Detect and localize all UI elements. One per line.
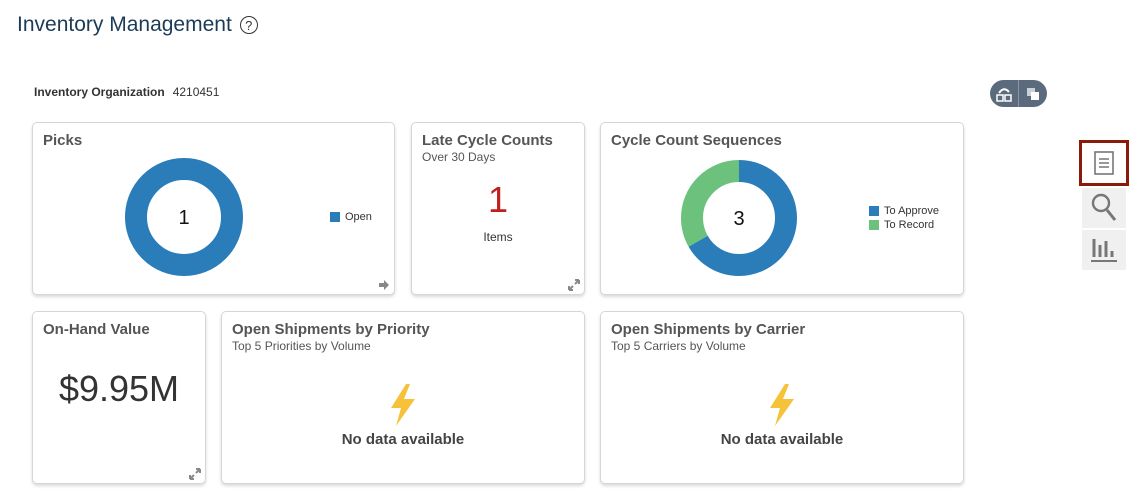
no-data-message: No data available: [341, 431, 465, 448]
legend-label: To Approve: [884, 205, 940, 217]
bar-chart-icon: [1091, 239, 1117, 262]
view-toolbar: [990, 80, 1047, 107]
picks-card[interactable]: Picks 1 Open: [32, 122, 395, 295]
org-value[interactable]: 4210451: [172, 85, 220, 99]
document-icon: [1094, 151, 1114, 175]
legend-item[interactable]: Open: [330, 211, 372, 223]
analytics-panel-button[interactable]: [1082, 230, 1126, 270]
inventory-organization: Inventory Organization 4210451: [34, 85, 219, 99]
card-subtitle: Top 5 Priorities by Volume: [232, 339, 371, 353]
expand-icon[interactable]: [568, 279, 580, 291]
swap-icon: [996, 87, 1012, 102]
legend-item[interactable]: To Approve: [869, 205, 939, 217]
late-count-unit: Items: [483, 230, 513, 244]
picks-donut-chart[interactable]: 1: [125, 158, 243, 276]
on-hand-value[interactable]: $9.95M: [58, 368, 180, 409]
legend-swatch: [869, 206, 879, 216]
search-panel-button[interactable]: [1082, 188, 1126, 228]
copy-view-button[interactable]: [1019, 80, 1047, 107]
details-panel-button[interactable]: [1079, 140, 1129, 186]
search-icon: [1091, 193, 1117, 221]
card-title: Late Cycle Counts: [422, 132, 553, 149]
late-count-value[interactable]: 1: [487, 179, 509, 220]
arrow-right-icon[interactable]: [378, 279, 390, 291]
donut-center-value: 1: [178, 207, 189, 229]
card-subtitle: Top 5 Carriers by Volume: [611, 339, 746, 353]
legend-item[interactable]: To Record: [869, 219, 939, 231]
no-data-message: No data available: [720, 431, 844, 448]
card-title: On-Hand Value: [43, 321, 150, 338]
card-title: Open Shipments by Carrier: [611, 321, 806, 338]
legend-swatch: [330, 212, 340, 222]
lightning-icon: [770, 384, 794, 426]
donut-slice-to-record[interactable]: [681, 160, 797, 276]
expand-icon[interactable]: [189, 468, 201, 480]
page-title: Inventory Management ?: [17, 13, 258, 37]
late-cycle-counts-card[interactable]: Late Cycle Counts Over 30 Days 1 Items: [411, 122, 585, 295]
card-title: Open Shipments by Priority: [232, 321, 430, 338]
shipments-by-carrier-card[interactable]: Open Shipments by Carrier Top 5 Carriers…: [600, 311, 964, 484]
donut-center-value: 3: [733, 208, 744, 230]
shipments-by-priority-card[interactable]: Open Shipments by Priority Top 5 Priorit…: [221, 311, 585, 484]
picks-legend: Open: [330, 211, 372, 225]
switch-view-button[interactable]: [990, 80, 1019, 107]
cycle-count-legend: To Approve To Record: [869, 205, 939, 233]
donut-slice-open[interactable]: [125, 158, 243, 276]
card-title: Cycle Count Sequences: [611, 132, 782, 149]
org-label: Inventory Organization: [34, 85, 165, 99]
card-subtitle: Over 30 Days: [422, 150, 496, 164]
help-circle-icon[interactable]: ?: [239, 16, 258, 34]
legend-label: To Record: [884, 219, 935, 231]
lightning-icon: [391, 384, 415, 426]
legend-label: Open: [345, 211, 372, 223]
layers-icon: [1027, 87, 1039, 100]
on-hand-value-card[interactable]: On-Hand Value $9.95M: [32, 311, 206, 484]
cycle-count-sequences-card[interactable]: Cycle Count Sequences 3 To Approve To Rec…: [600, 122, 964, 295]
card-title: Picks: [43, 132, 83, 149]
cycle-count-donut-chart[interactable]: 3: [681, 160, 797, 276]
legend-swatch: [869, 220, 879, 230]
